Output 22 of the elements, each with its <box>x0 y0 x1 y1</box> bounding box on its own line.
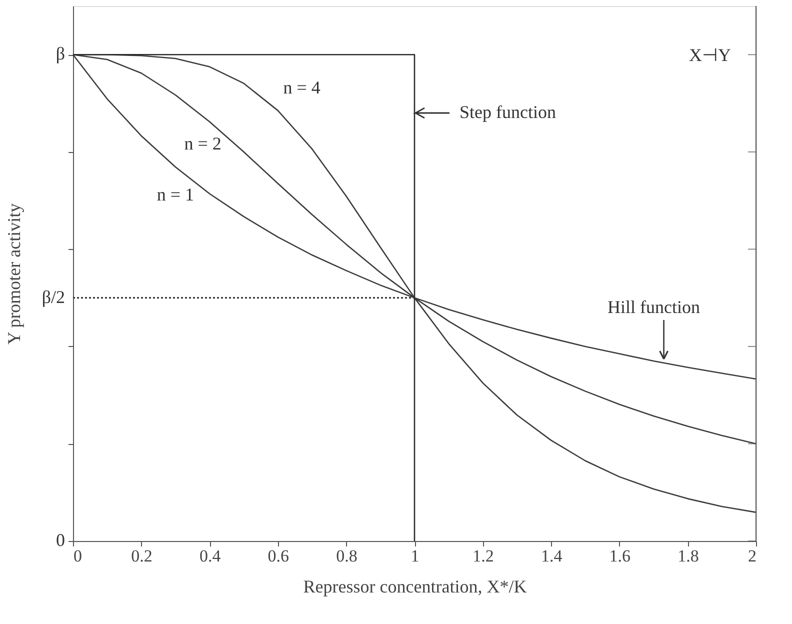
y-axis-title: Y promoter activity <box>4 203 24 345</box>
annotation: Step function <box>460 102 556 122</box>
x-tick-label: 0.6 <box>268 546 290 566</box>
x-tick-label: 0 <box>74 546 82 566</box>
annotation: X⊣Y <box>689 45 731 65</box>
annotation: n = 4 <box>283 78 320 98</box>
x-tick-label: 2 <box>748 546 756 566</box>
x-axis-title: Repressor concentration, X*/K <box>303 576 527 596</box>
annotation: n = 1 <box>156 184 194 205</box>
text: 0 <box>56 530 65 550</box>
x-tick-label: 0.4 <box>199 546 222 566</box>
x-tick-label: 0.8 <box>336 546 358 566</box>
x-tick-label: 1 <box>410 546 420 566</box>
annotation: Hill function <box>608 296 700 317</box>
x-tick-label: 0.2 <box>131 546 152 566</box>
x-tick-label: 1.2 <box>472 546 494 566</box>
text: β/2 <box>42 286 65 307</box>
annotation: n = 2 <box>184 134 222 154</box>
x-tick-label: 1.6 <box>609 546 631 566</box>
x-tick-label: 1.4 <box>540 546 563 566</box>
x-tick-label: 1.8 <box>678 546 699 566</box>
text: β <box>56 44 65 64</box>
